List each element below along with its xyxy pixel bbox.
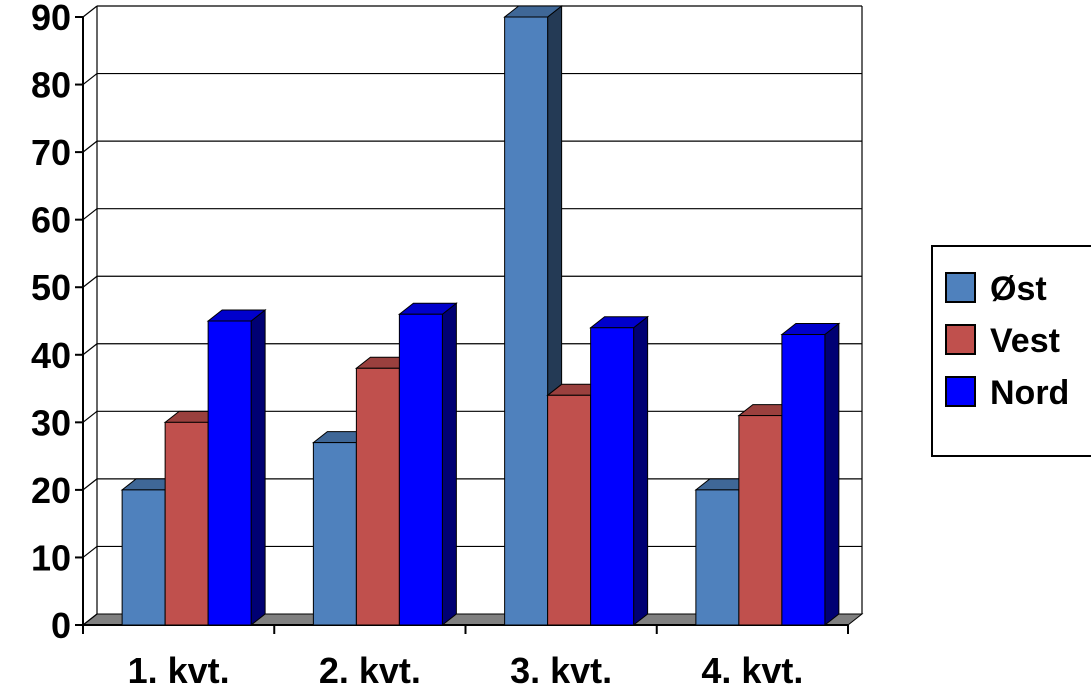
bar-front — [121, 489, 166, 626]
bar-front — [738, 415, 783, 626]
bar-side — [824, 322, 840, 627]
bar-front — [355, 367, 400, 626]
legend-label: Nord — [990, 374, 1069, 412]
wall-diagonal — [82, 410, 98, 423]
bar — [206, 308, 267, 627]
legend-swatch — [945, 272, 976, 303]
bar-front — [164, 421, 209, 626]
bar-front — [547, 394, 592, 626]
bar-front — [504, 16, 549, 626]
legend-swatch — [945, 324, 976, 355]
bar-side — [250, 308, 266, 627]
bar-front — [590, 327, 635, 626]
bar — [503, 4, 564, 627]
wall-diagonal — [82, 343, 98, 356]
x-tick-labels: 1. kvt. 2. kvt. 3. kvt. 4. kvt. — [128, 650, 804, 691]
y-tick-labels: 0 10 20 30 40 50 60 70 80 90 — [31, 0, 71, 646]
legend-label: Øst — [990, 270, 1047, 308]
y-tick-label: 50 — [31, 267, 71, 308]
bar-front — [207, 320, 252, 626]
bar-front — [398, 313, 443, 626]
y-tick-label: 80 — [31, 65, 71, 106]
y-tick-label: 0 — [51, 605, 71, 646]
bar-front — [781, 334, 826, 626]
bars — [120, 4, 841, 627]
wall-diagonal — [82, 73, 98, 86]
x-tick-label: 4. kvt. — [701, 650, 803, 691]
wall-diagonal — [82, 5, 98, 18]
legend-label: Vest — [990, 322, 1060, 360]
wall-diagonal — [82, 275, 98, 288]
bar — [589, 315, 650, 627]
wall-diagonal — [82, 613, 98, 626]
wall-diagonal — [82, 478, 98, 491]
bar-front — [695, 489, 740, 626]
y-tick-label: 40 — [31, 335, 71, 376]
bar — [397, 302, 458, 627]
bar-side — [441, 302, 457, 627]
wall-diagonal — [82, 208, 98, 221]
x-tick-label: 2. kvt. — [319, 650, 421, 691]
bar-front — [312, 442, 357, 626]
legend-swatch — [945, 376, 976, 407]
y-tick-label: 70 — [31, 132, 71, 173]
bar-side — [633, 315, 649, 627]
x-tick-label: 3. kvt. — [510, 650, 612, 691]
legend: Øst Vest Nord — [931, 245, 1091, 457]
y-tick-label: 20 — [31, 470, 71, 511]
wall-diagonal — [82, 545, 98, 558]
y-tick-label: 60 — [31, 200, 71, 241]
y-tick-label: 10 — [31, 537, 71, 578]
bar — [780, 322, 841, 627]
y-tick-label: 90 — [31, 0, 71, 38]
y-tick-label: 30 — [31, 402, 71, 443]
wall-diagonal — [82, 140, 98, 153]
x-tick-label: 1. kvt. — [128, 650, 230, 691]
